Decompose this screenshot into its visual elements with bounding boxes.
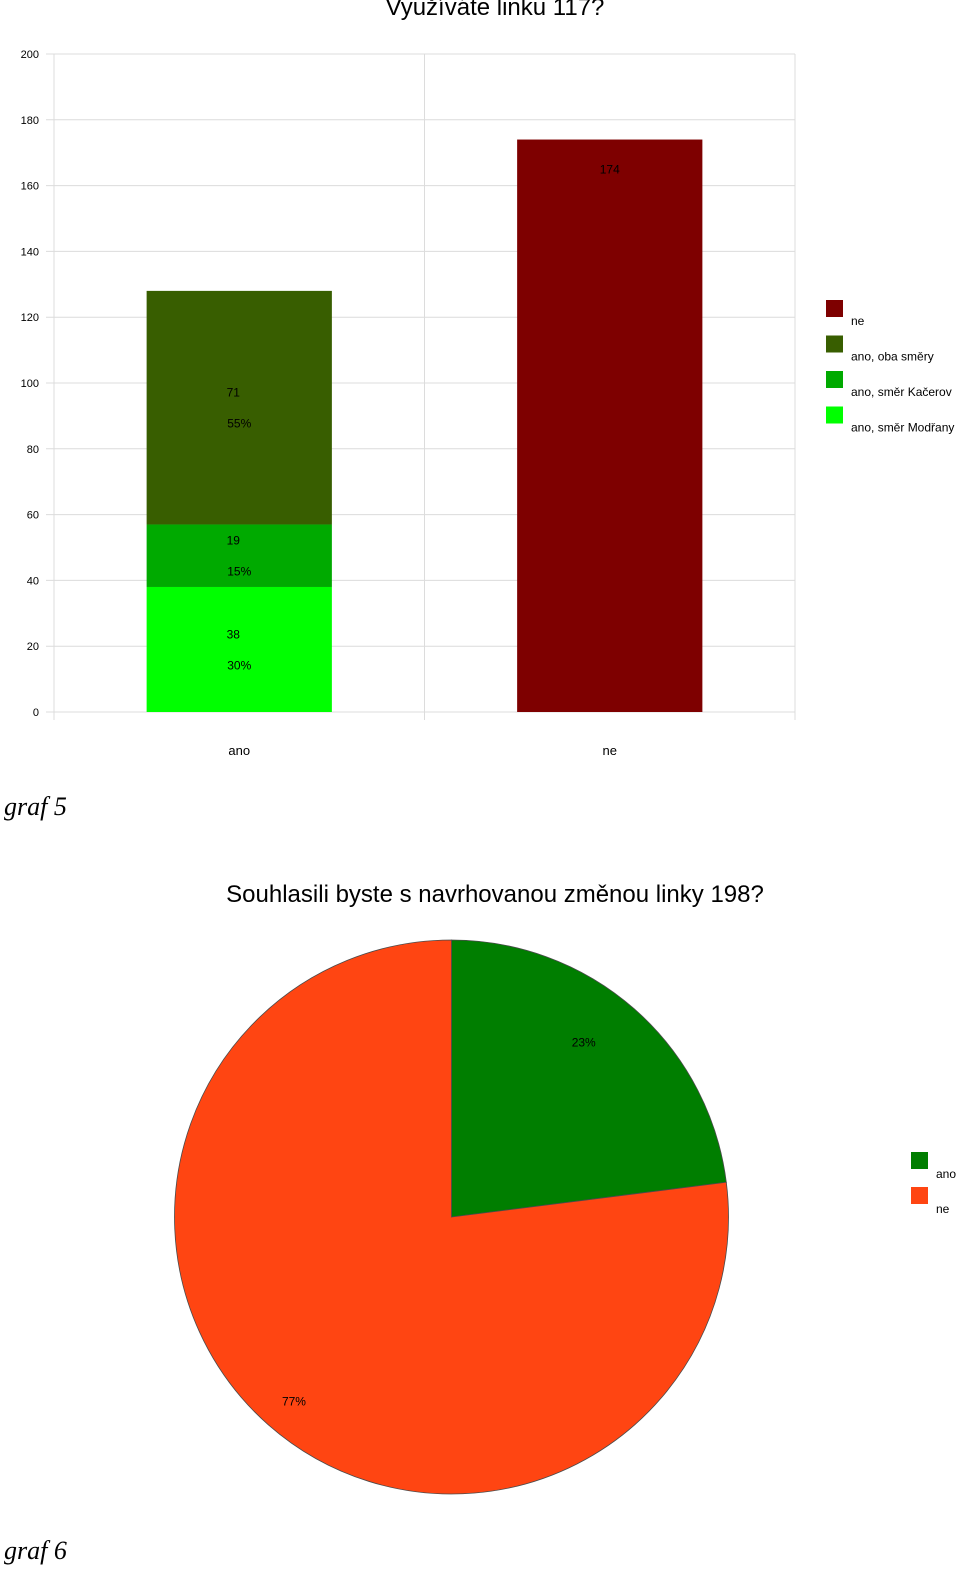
y-tick-label: 40: [27, 575, 39, 587]
legend-swatch: [826, 371, 843, 388]
bar-segment: [517, 139, 703, 713]
y-tick-label: 180: [21, 115, 39, 127]
figure-caption-5: graf 5: [4, 792, 67, 821]
y-tick-label: 200: [21, 49, 39, 61]
y-tick-label: 20: [27, 641, 39, 653]
data-label: 174: [600, 163, 620, 177]
legend-label: ano: [936, 1167, 956, 1181]
bar-chart: 0 20 40 60 80 100 120 140 160 180 200 38 30% 19 15% 71 5…: [21, 49, 955, 758]
legend-label: ano, oba směry: [851, 350, 934, 364]
legend-swatch: [826, 335, 843, 353]
y-tick-label: 140: [21, 246, 39, 258]
x-tick-label: ne: [603, 743, 617, 758]
data-label: 55%: [227, 417, 251, 431]
legend-swatch: [911, 1152, 928, 1169]
data-label: 23%: [572, 1036, 596, 1050]
data-label: 15%: [227, 565, 251, 579]
data-label: 19: [227, 534, 241, 548]
legend-swatch: [826, 300, 843, 317]
bar-segment: [146, 290, 332, 525]
data-label: 30%: [227, 658, 251, 672]
data-label: 71: [227, 386, 241, 400]
y-tick-label: 120: [21, 312, 39, 324]
pie-slice: [451, 939, 727, 1218]
data-label: 38: [227, 627, 241, 641]
y-tick-label: 0: [33, 707, 39, 719]
legend-label: ano, směr Modřany: [851, 421, 954, 435]
legend-swatch: [911, 1187, 928, 1204]
chart-2-title: Souhlasili byste s navrhovanou změnou li…: [226, 881, 764, 908]
y-tick-label: 60: [27, 510, 39, 522]
bar-segment: [146, 586, 332, 712]
y-tick-label: 100: [21, 378, 39, 390]
y-tick-label: 80: [27, 444, 39, 456]
legend-label: ano, směr Kačerov: [851, 385, 952, 399]
figure-caption-6: graf 6: [4, 1536, 67, 1565]
legend-swatch: [826, 406, 843, 424]
data-label: 77%: [282, 1395, 306, 1409]
x-tick-label: ano: [228, 743, 250, 758]
bar-segment: [146, 524, 332, 587]
legend-label: ne: [936, 1202, 950, 1216]
y-tick-label: 160: [21, 181, 39, 193]
legend-label: ne: [851, 314, 865, 328]
chart-1-title: Využíváte linku 117?: [385, 0, 605, 21]
pie-slice: [174, 939, 729, 1495]
